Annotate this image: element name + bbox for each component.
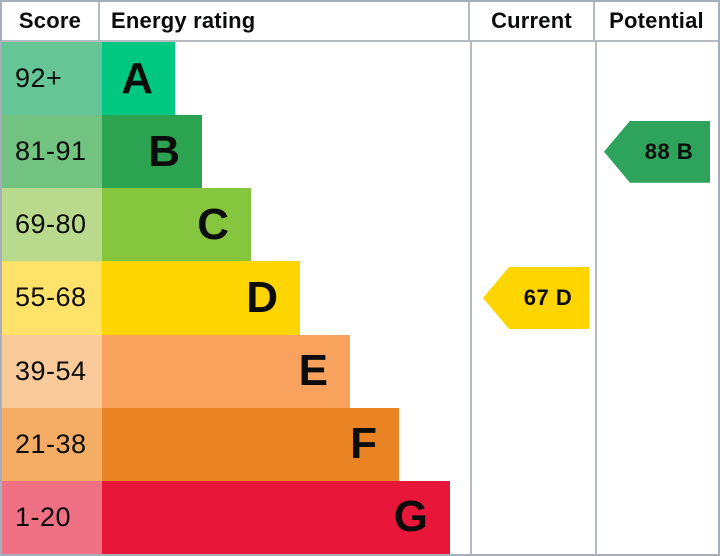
- band-letter-e: E: [298, 346, 328, 396]
- header-potential: Potential: [593, 2, 718, 40]
- rating-bar-area-b: B: [102, 115, 470, 189]
- potential-rating-label: 88 B: [644, 138, 694, 164]
- rating-bar-area-d: D: [102, 261, 470, 335]
- rating-bar-area-g: G: [102, 480, 470, 554]
- potential-rating-arrow: 88 B: [604, 120, 710, 183]
- band-letter-d: D: [246, 272, 278, 322]
- potential-cell-b: 88 B: [595, 115, 718, 189]
- rating-bar-area-f: F: [102, 407, 470, 481]
- potential-cell-e: [595, 334, 718, 408]
- rating-bar-e: E: [102, 334, 350, 408]
- band-row-g: 1-20 G: [2, 480, 718, 554]
- band-letter-g: G: [393, 492, 428, 542]
- score-range-a: 92+: [2, 42, 102, 116]
- potential-cell-g: [595, 480, 718, 554]
- current-cell-c: [470, 188, 595, 262]
- band-letter-c: C: [197, 199, 229, 249]
- rating-bar-area-e: E: [102, 334, 470, 408]
- band-row-e: 39-54 E: [2, 334, 718, 408]
- current-cell-g: [470, 480, 595, 554]
- header-current: Current: [468, 2, 593, 40]
- rating-bar-f: F: [102, 407, 399, 481]
- band-row-a: 92+ A: [2, 42, 718, 116]
- band-letter-a: A: [121, 53, 153, 103]
- current-cell-f: [470, 407, 595, 481]
- rating-bar-b: B: [102, 115, 202, 189]
- score-range-b: 81-91: [2, 115, 102, 189]
- score-range-g: 1-20: [2, 480, 102, 554]
- band-row-d: 55-68 D 67 D: [2, 261, 718, 335]
- potential-cell-d: [595, 261, 718, 335]
- current-rating-arrow: 67 D: [483, 266, 589, 329]
- band-row-f: 21-38 F: [2, 407, 718, 481]
- band-rows: 92+ A 81-91 B 88 B: [2, 42, 718, 554]
- header-energy-rating: Energy rating: [111, 8, 256, 33]
- header-row: Score Energy rating Current Potential: [2, 2, 718, 42]
- score-range-e: 39-54: [2, 334, 102, 408]
- rating-bar-d: D: [102, 261, 300, 335]
- rating-bar-c: C: [102, 188, 251, 262]
- rating-bar-g: G: [102, 480, 450, 554]
- band-row-c: 69-80 C: [2, 188, 718, 262]
- rating-bar-a: A: [102, 42, 175, 116]
- current-cell-a: [470, 42, 595, 116]
- score-range-c: 69-80: [2, 188, 102, 262]
- current-rating-label: 67 D: [523, 284, 573, 310]
- rating-bar-area-a: A: [102, 42, 470, 116]
- current-cell-e: [470, 334, 595, 408]
- band-row-b: 81-91 B 88 B: [2, 115, 718, 189]
- band-letter-b: B: [148, 126, 180, 176]
- score-range-f: 21-38: [2, 407, 102, 481]
- current-cell-d: 67 D: [470, 261, 595, 335]
- rating-bar-area-c: C: [102, 188, 470, 262]
- potential-cell-a: [595, 42, 718, 116]
- potential-cell-f: [595, 407, 718, 481]
- header-score: Score: [2, 2, 100, 40]
- band-letter-f: F: [350, 419, 377, 469]
- current-cell-b: [470, 115, 595, 189]
- score-range-d: 55-68: [2, 261, 102, 335]
- potential-cell-c: [595, 188, 718, 262]
